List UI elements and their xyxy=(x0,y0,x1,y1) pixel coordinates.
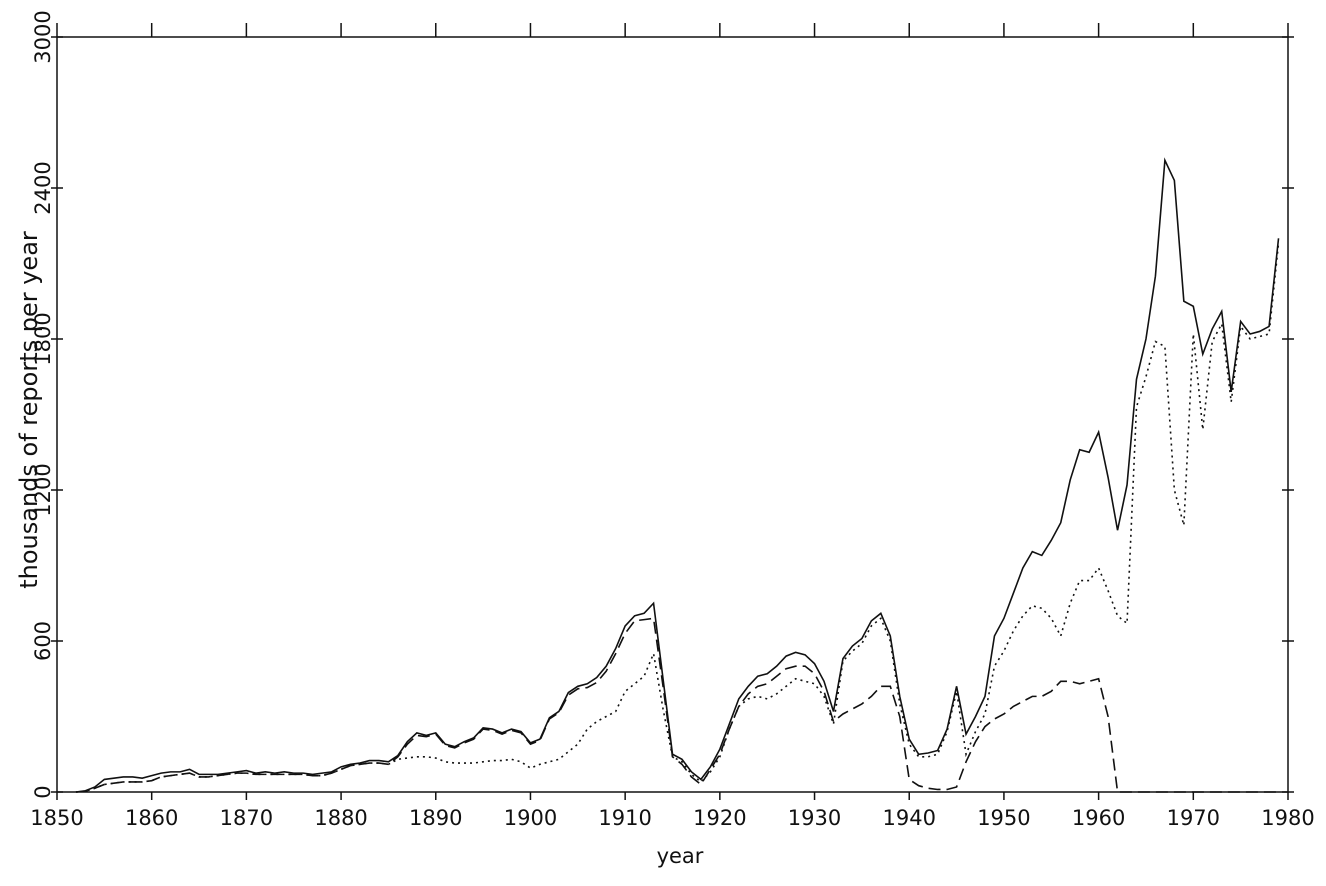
series-line xyxy=(75,157,1280,793)
x-tick-label: 1910 xyxy=(598,806,651,830)
x-tick-label: 1860 xyxy=(125,806,178,830)
x-axis-label: year xyxy=(657,844,704,868)
x-tick-label: 1980 xyxy=(1261,806,1314,830)
x-tick-label: 1850 xyxy=(30,806,83,830)
y-axis-label: thousands of reports per year xyxy=(15,231,43,589)
y-tick-label: 2400 xyxy=(31,161,55,214)
x-tick-label: 1960 xyxy=(1072,806,1125,830)
series-line xyxy=(75,243,1280,793)
x-tick-label: 1950 xyxy=(977,806,1030,830)
y-tick-label: 1200 xyxy=(31,463,55,516)
x-tick-label: 1920 xyxy=(693,806,746,830)
plot-frame xyxy=(56,36,1289,793)
x-tick-label: 1870 xyxy=(220,806,273,830)
y-tick-label: 600 xyxy=(31,621,55,661)
x-tick-label: 1880 xyxy=(314,806,367,830)
y-tick-label: 1800 xyxy=(31,312,55,365)
x-tick-label: 1930 xyxy=(788,806,841,830)
x-tick-label: 1970 xyxy=(1167,806,1220,830)
x-tick-label: 1900 xyxy=(504,806,557,830)
series-line xyxy=(75,617,1279,793)
x-tick-label: 1890 xyxy=(409,806,462,830)
y-tick-label: 3000 xyxy=(31,10,55,63)
y-tick-label: 0 xyxy=(31,785,55,798)
x-tick-label: 1940 xyxy=(883,806,936,830)
